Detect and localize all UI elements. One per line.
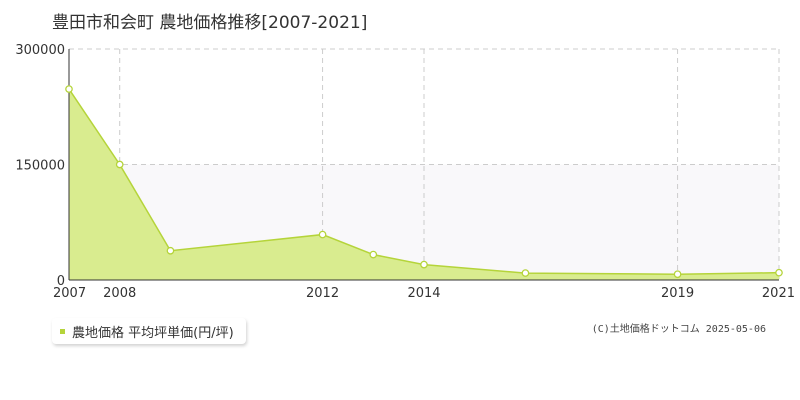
y-tick-label: 0: [57, 274, 65, 289]
x-tick-label: 2021: [762, 286, 795, 301]
data-point: [673, 270, 682, 279]
y-tick-label: 150000: [15, 159, 65, 174]
data-point: [115, 160, 124, 169]
series-area: [69, 89, 779, 280]
data-point: [65, 85, 73, 93]
x-tick-label: 2019: [661, 286, 694, 301]
x-tick-label: 2014: [407, 286, 440, 301]
data-point: [521, 269, 530, 277]
legend-label: 農地価格 平均坪単価(円/坪): [72, 325, 234, 341]
data-point: [775, 268, 783, 277]
data-point: [420, 260, 428, 269]
copyright-credit: (C)土地価格ドットコム 2025-05-06: [591, 324, 766, 335]
legend-swatch: [60, 328, 65, 334]
x-tick-label: 2012: [306, 286, 339, 301]
chart-title: 豊田市和会町 農地価格推移[2007-2021]: [52, 13, 368, 33]
x-tick-label: 2007: [53, 286, 86, 301]
data-point: [318, 230, 327, 239]
data-point: [369, 250, 378, 259]
y-tick-label: 300000: [15, 43, 65, 58]
x-tick-label: 2008: [103, 286, 136, 301]
legend: 農地価格 平均坪単価(円/坪): [52, 318, 246, 344]
data-point: [166, 246, 175, 255]
